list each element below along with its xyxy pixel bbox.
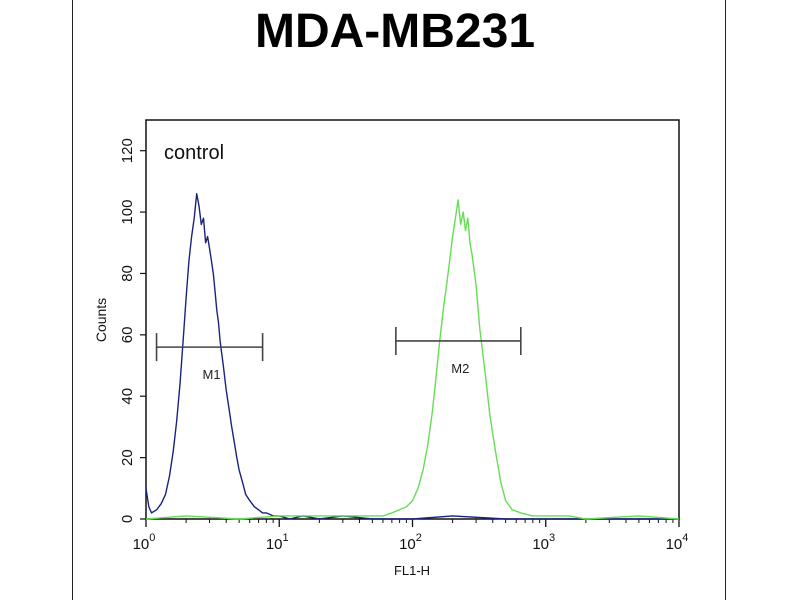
y-tick-label: 100 bbox=[119, 200, 136, 225]
chart-title: MDA-MB231 bbox=[254, 5, 536, 58]
marker-label: M1 bbox=[203, 367, 221, 382]
x-tick-label: 104 bbox=[666, 532, 689, 553]
marker-label: M2 bbox=[451, 361, 469, 376]
plot-axes bbox=[145, 119, 680, 520]
y-tick-label: 0 bbox=[119, 515, 136, 523]
plot-area bbox=[145, 119, 680, 520]
y-tick-label: 20 bbox=[119, 449, 136, 466]
x-tick-label: 100 bbox=[133, 532, 156, 553]
annotation-control: control bbox=[164, 142, 224, 164]
y-tick-label: 60 bbox=[119, 327, 136, 344]
y-ticks: 0 20 40 60 80 100 120 bbox=[119, 138, 146, 523]
y-axis-label: Counts bbox=[93, 298, 109, 342]
x-tick-label: 102 bbox=[399, 532, 422, 553]
y-tick-label: 40 bbox=[119, 388, 136, 405]
x-axis-label: FL1-H bbox=[394, 563, 430, 578]
x-tick-label: 103 bbox=[532, 532, 555, 553]
series-line-1 bbox=[145, 192, 679, 520]
x-tick-label: 101 bbox=[266, 532, 289, 553]
y-tick-label: 80 bbox=[119, 265, 136, 282]
marker-group: M1 M2 bbox=[155, 326, 522, 382]
figure-frame bbox=[72, 0, 726, 600]
series-line-2 bbox=[145, 199, 680, 520]
x-ticks: 100 101 102 103 104 bbox=[133, 519, 689, 553]
series-group bbox=[145, 192, 680, 520]
y-tick-label: 120 bbox=[119, 138, 136, 163]
